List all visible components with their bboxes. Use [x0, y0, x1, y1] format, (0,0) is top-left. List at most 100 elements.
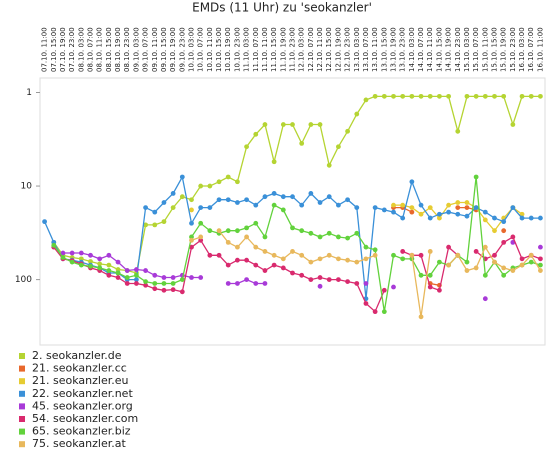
point — [115, 259, 121, 265]
point — [143, 282, 148, 288]
legend-swatch — [19, 428, 25, 435]
point — [235, 228, 240, 234]
x-tick-label: 10.10. 23:00 — [233, 27, 241, 72]
point — [427, 272, 433, 278]
point — [299, 228, 305, 234]
x-tick-label: 13.10. 11:00 — [371, 27, 379, 72]
point — [262, 281, 268, 286]
point — [400, 249, 406, 254]
point — [189, 244, 194, 250]
point — [464, 93, 470, 99]
point — [455, 128, 461, 134]
point — [69, 250, 75, 256]
point — [317, 122, 323, 127]
point — [473, 265, 479, 271]
point — [134, 267, 139, 272]
point — [198, 205, 204, 211]
point — [97, 261, 103, 267]
point — [207, 252, 213, 258]
point — [363, 97, 369, 103]
point — [418, 211, 424, 217]
point — [244, 197, 249, 203]
point — [134, 272, 139, 278]
point — [299, 140, 305, 146]
point — [492, 228, 497, 234]
point — [482, 93, 488, 99]
point — [170, 281, 176, 286]
point — [455, 205, 461, 211]
point — [473, 205, 479, 211]
point — [519, 215, 525, 221]
point — [427, 284, 433, 290]
point — [326, 277, 332, 283]
point — [244, 257, 249, 263]
point — [473, 93, 479, 99]
point — [225, 228, 231, 234]
point — [170, 275, 176, 280]
point — [372, 252, 378, 258]
point — [280, 256, 286, 262]
series-line — [53, 95, 541, 274]
x-tick-label: 13.10. 07:00 — [362, 27, 370, 72]
x-tick-label: 12.10. 23:00 — [344, 27, 352, 72]
x-tick-label: 10.10. 11:00 — [206, 27, 214, 72]
point — [106, 262, 112, 268]
point — [446, 244, 451, 250]
point — [235, 257, 240, 263]
point — [519, 256, 525, 262]
point — [308, 259, 314, 265]
point — [345, 257, 350, 263]
legend-label: 65. seokanzler.biz — [32, 425, 131, 438]
point — [244, 225, 249, 231]
point — [189, 207, 194, 213]
point — [216, 197, 222, 203]
point — [152, 286, 158, 292]
x-tick-label: 09.10. 11:00 — [151, 27, 159, 72]
point — [198, 220, 204, 226]
point — [225, 174, 231, 180]
point — [51, 242, 57, 248]
point — [308, 277, 314, 283]
point — [437, 287, 442, 293]
point — [501, 265, 507, 271]
point — [60, 250, 66, 256]
point — [492, 215, 497, 221]
point — [216, 179, 222, 185]
point — [207, 228, 213, 234]
point — [225, 239, 231, 245]
point — [501, 93, 507, 99]
point — [482, 244, 488, 250]
point — [161, 281, 167, 286]
point — [482, 296, 488, 302]
point — [189, 197, 194, 203]
point — [326, 194, 332, 200]
point — [326, 252, 332, 258]
x-tick-label: 08.10. 07:00 — [87, 27, 95, 72]
point — [216, 252, 222, 258]
x-tick-label: 07.10. 15:00 — [50, 27, 58, 72]
x-tick-label: 12.10. 07:00 — [307, 27, 315, 72]
x-tick-label: 13.10. 19:00 — [390, 27, 398, 72]
point — [308, 230, 314, 236]
point — [106, 268, 112, 273]
point — [225, 262, 231, 268]
point — [409, 93, 415, 99]
point — [538, 93, 543, 99]
x-tick-label: 12.10. 03:00 — [298, 27, 306, 72]
point — [78, 250, 84, 256]
point — [152, 281, 158, 286]
point — [271, 191, 277, 196]
x-tick-label: 08.10. 23:00 — [123, 27, 131, 72]
point — [455, 200, 461, 205]
point — [143, 279, 148, 284]
x-tick-label: 09.10. 07:00 — [142, 27, 150, 72]
point — [391, 93, 396, 99]
series-line — [191, 230, 541, 317]
point — [400, 202, 406, 208]
point — [235, 281, 240, 286]
point — [501, 239, 507, 245]
point — [538, 262, 543, 268]
point — [143, 205, 148, 211]
point — [336, 144, 341, 150]
x-tick-label: 13.10. 03:00 — [353, 27, 361, 72]
